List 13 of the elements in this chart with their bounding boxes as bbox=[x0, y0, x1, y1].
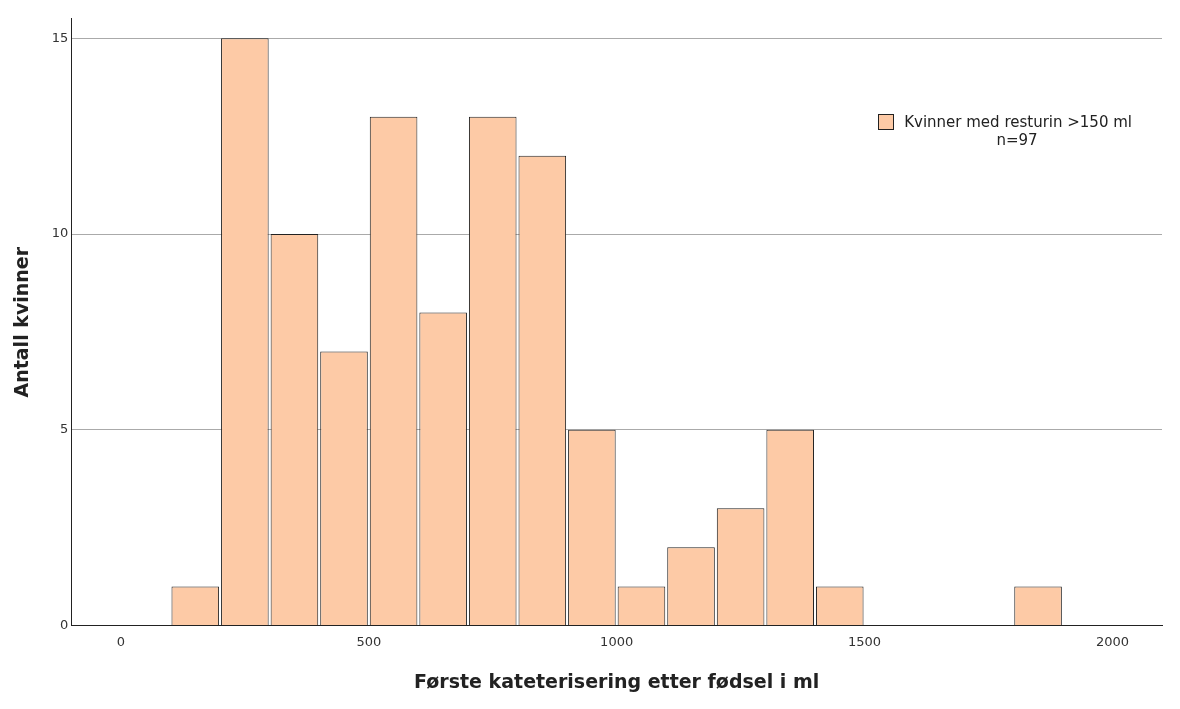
x-tick-label: 0 bbox=[116, 633, 126, 649]
x-tick-label: 1500 bbox=[848, 633, 882, 649]
y-tick-label: 5 bbox=[60, 421, 69, 437]
y-axis-title: Antall kvinner bbox=[10, 246, 33, 398]
annotation: n=97 bbox=[995, 131, 1039, 149]
x-axis-title: Første kateterisering etter fødsel i ml bbox=[414, 669, 820, 692]
y-tick-label: 10 bbox=[51, 225, 69, 241]
x-tick-label: 500 bbox=[356, 633, 382, 649]
x-tick-label: 2000 bbox=[1095, 633, 1129, 649]
y-tick-label: 15 bbox=[51, 29, 69, 45]
x-tick-label: 1000 bbox=[600, 633, 634, 649]
legend-label: Kvinner med resturin >150 ml bbox=[904, 113, 1132, 131]
y-tick-label: 0 bbox=[60, 616, 69, 632]
